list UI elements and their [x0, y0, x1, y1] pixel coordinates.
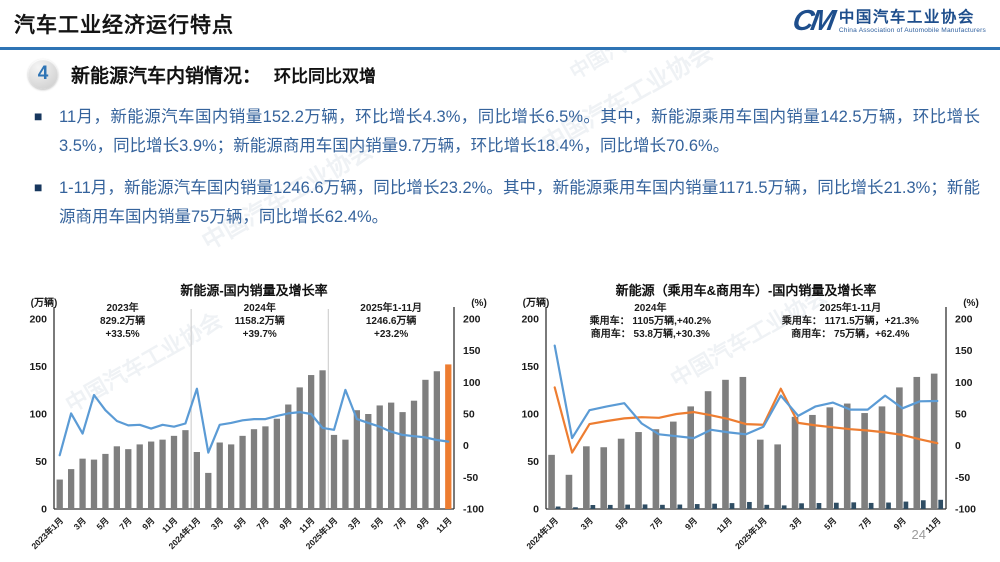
- right-chart-canvas: 0 50 100 150 200 -100 -50 0 50 100 150 200 (万辆) (%) 20…: [521, 297, 979, 551]
- right-chart: 新能源（乘用车&商用车）-国内销量及增长率 0 50 100 150 200 -100 -5…: [500, 280, 992, 555]
- left-chart-canvas: 0 50 100 150 200 -100 -50 0 50 100 150 200 (万辆) (%) 20…: [29, 297, 487, 551]
- svg-text:7月: 7月: [117, 515, 133, 531]
- chart-title-right: 新能源（乘用车&商用车）-国内销量及增长率: [615, 283, 877, 298]
- bullet-text-2: 1-11月，新能源汽车国内销量1246.6万辆，同比增长23.2%。其中，新能源…: [59, 179, 980, 227]
- svg-text:9月: 9月: [683, 515, 699, 531]
- svg-text:200: 200: [955, 314, 973, 326]
- svg-text:(万辆): (万辆): [523, 297, 550, 309]
- bullet-square-icon: ■: [34, 179, 43, 196]
- svg-text:-50: -50: [463, 472, 478, 484]
- svg-text:+33.5%: +33.5%: [105, 329, 139, 340]
- svg-text:11月: 11月: [923, 515, 942, 534]
- svg-text:2024年: 2024年: [244, 301, 276, 314]
- page-title: 汽车工业经济运行特点: [14, 14, 234, 37]
- section-subtitle: 环比同比双增: [274, 66, 377, 86]
- svg-text:(%): (%): [963, 298, 979, 309]
- svg-text:50: 50: [463, 409, 475, 421]
- svg-text:-100: -100: [463, 504, 484, 516]
- svg-text:11月: 11月: [160, 515, 179, 534]
- svg-text:2025年1-11月: 2025年1-11月: [360, 301, 422, 314]
- svg-text:2025年1-11月: 2025年1-11月: [819, 301, 881, 314]
- svg-text:150: 150: [955, 345, 973, 357]
- svg-text:50: 50: [955, 409, 967, 421]
- svg-text:100: 100: [955, 377, 973, 389]
- svg-text:7月: 7月: [392, 515, 408, 531]
- bullet-list: ■ 11月，新能源汽车国内销量152.2万辆，环比增长4.3%，同比增长6.5%…: [34, 103, 980, 245]
- svg-text:乘用车： 1171.5万辆，+21.3%: 乘用车： 1171.5万辆，+21.3%: [781, 314, 919, 327]
- svg-text:+39.7%: +39.7%: [243, 329, 277, 340]
- caam-logo-name-cn: 中国汽车工业协会: [838, 8, 975, 26]
- svg-text:9月: 9月: [892, 515, 908, 531]
- slide-header: 汽车工业经济运行特点 CM 中国汽车工业协会 China Association…: [0, 0, 1000, 50]
- svg-text:200: 200: [29, 314, 47, 326]
- svg-text:3月: 3月: [72, 515, 88, 531]
- svg-text:0: 0: [41, 504, 47, 516]
- svg-text:2024年1月: 2024年1月: [524, 515, 560, 551]
- svg-text:商用车： 75万辆，+62.4%: 商用车： 75万辆，+62.4%: [791, 327, 909, 340]
- svg-text:150: 150: [29, 361, 47, 373]
- section-number-badge: 4: [28, 59, 58, 89]
- svg-text:0: 0: [533, 504, 539, 516]
- bullet-item-2: ■ 1-11月，新能源汽车国内销量1246.6万辆，同比增长23.2%。其中，新…: [34, 174, 980, 232]
- charts-row: 新能源-国内销量及增长率 0 50 100 150 200 -100 -50 0 50 100 15…: [8, 280, 992, 555]
- svg-text:0: 0: [955, 440, 961, 452]
- svg-text:5月: 5月: [613, 515, 629, 531]
- svg-text:2023年: 2023年: [106, 301, 138, 314]
- svg-text:5月: 5月: [232, 515, 248, 531]
- svg-text:11月: 11月: [297, 515, 316, 534]
- svg-text:3月: 3月: [346, 515, 362, 531]
- svg-text:1246.6万辆: 1246.6万辆: [366, 314, 417, 327]
- caam-logo-mark: CM: [789, 5, 835, 37]
- svg-text:5月: 5月: [822, 515, 838, 531]
- svg-text:829.2万辆: 829.2万辆: [100, 314, 145, 327]
- section-heading: 4 新能源汽车内销情况： 环比同比双增: [28, 59, 376, 89]
- svg-text:11月: 11月: [715, 515, 734, 534]
- svg-text:7月: 7月: [857, 515, 873, 531]
- svg-text:-100: -100: [955, 504, 976, 516]
- section-title: 新能源汽车内销情况：: [71, 65, 262, 87]
- svg-text:3月: 3月: [209, 515, 225, 531]
- bullet-text-1: 11月，新能源汽车国内销量152.2万辆，环比增长4.3%，同比增长6.5%。其…: [59, 108, 980, 156]
- svg-text:-50: -50: [955, 472, 970, 484]
- bullet-item-1: ■ 11月，新能源汽车国内销量152.2万辆，环比增长4.3%，同比增长6.5%…: [34, 103, 980, 161]
- svg-text:200: 200: [463, 314, 481, 326]
- svg-text:50: 50: [527, 456, 539, 468]
- svg-text:+23.2%: +23.2%: [374, 329, 408, 340]
- svg-text:5月: 5月: [369, 515, 385, 531]
- chart-title-left: 新能源-国内销量及增长率: [180, 283, 328, 298]
- bullet-square-icon: ■: [34, 108, 43, 124]
- page-number: 24: [911, 527, 926, 542]
- svg-text:9月: 9月: [277, 515, 293, 531]
- svg-text:150: 150: [463, 345, 481, 357]
- svg-text:50: 50: [35, 456, 47, 468]
- svg-text:5月: 5月: [94, 515, 110, 531]
- svg-text:(%): (%): [471, 298, 487, 309]
- svg-text:3月: 3月: [787, 515, 803, 531]
- svg-text:乘用车： 1105万辆,+40.2%: 乘用车： 1105万辆,+40.2%: [589, 314, 712, 327]
- svg-text:0: 0: [463, 440, 469, 452]
- caam-logo-name-en: China Association of Automobile Manufact…: [838, 26, 986, 34]
- svg-text:100: 100: [29, 409, 47, 421]
- svg-text:11月: 11月: [434, 515, 453, 534]
- svg-text:3月: 3月: [578, 515, 594, 531]
- svg-text:2024年: 2024年: [634, 301, 666, 314]
- svg-text:7月: 7月: [648, 515, 664, 531]
- svg-text:100: 100: [463, 377, 481, 389]
- svg-text:150: 150: [521, 361, 539, 373]
- svg-text:2025年1月: 2025年1月: [733, 515, 769, 551]
- svg-text:200: 200: [521, 314, 539, 326]
- svg-text:1158.2万辆: 1158.2万辆: [235, 314, 285, 327]
- left-chart: 新能源-国内销量及增长率 0 50 100 150 200 -100 -50 0 50 100 15…: [8, 280, 500, 555]
- svg-text:7月: 7月: [254, 515, 270, 531]
- svg-text:商用车： 53.8万辆,+30.3%: 商用车： 53.8万辆,+30.3%: [591, 327, 710, 340]
- svg-text:100: 100: [521, 409, 539, 421]
- caam-logo: CM 中国汽车工业协会 China Association of Automob…: [789, 5, 986, 37]
- svg-text:(万辆): (万辆): [31, 297, 58, 309]
- svg-text:9月: 9月: [140, 515, 156, 531]
- svg-text:9月: 9月: [414, 515, 430, 531]
- svg-text:2023年1月: 2023年1月: [29, 515, 65, 551]
